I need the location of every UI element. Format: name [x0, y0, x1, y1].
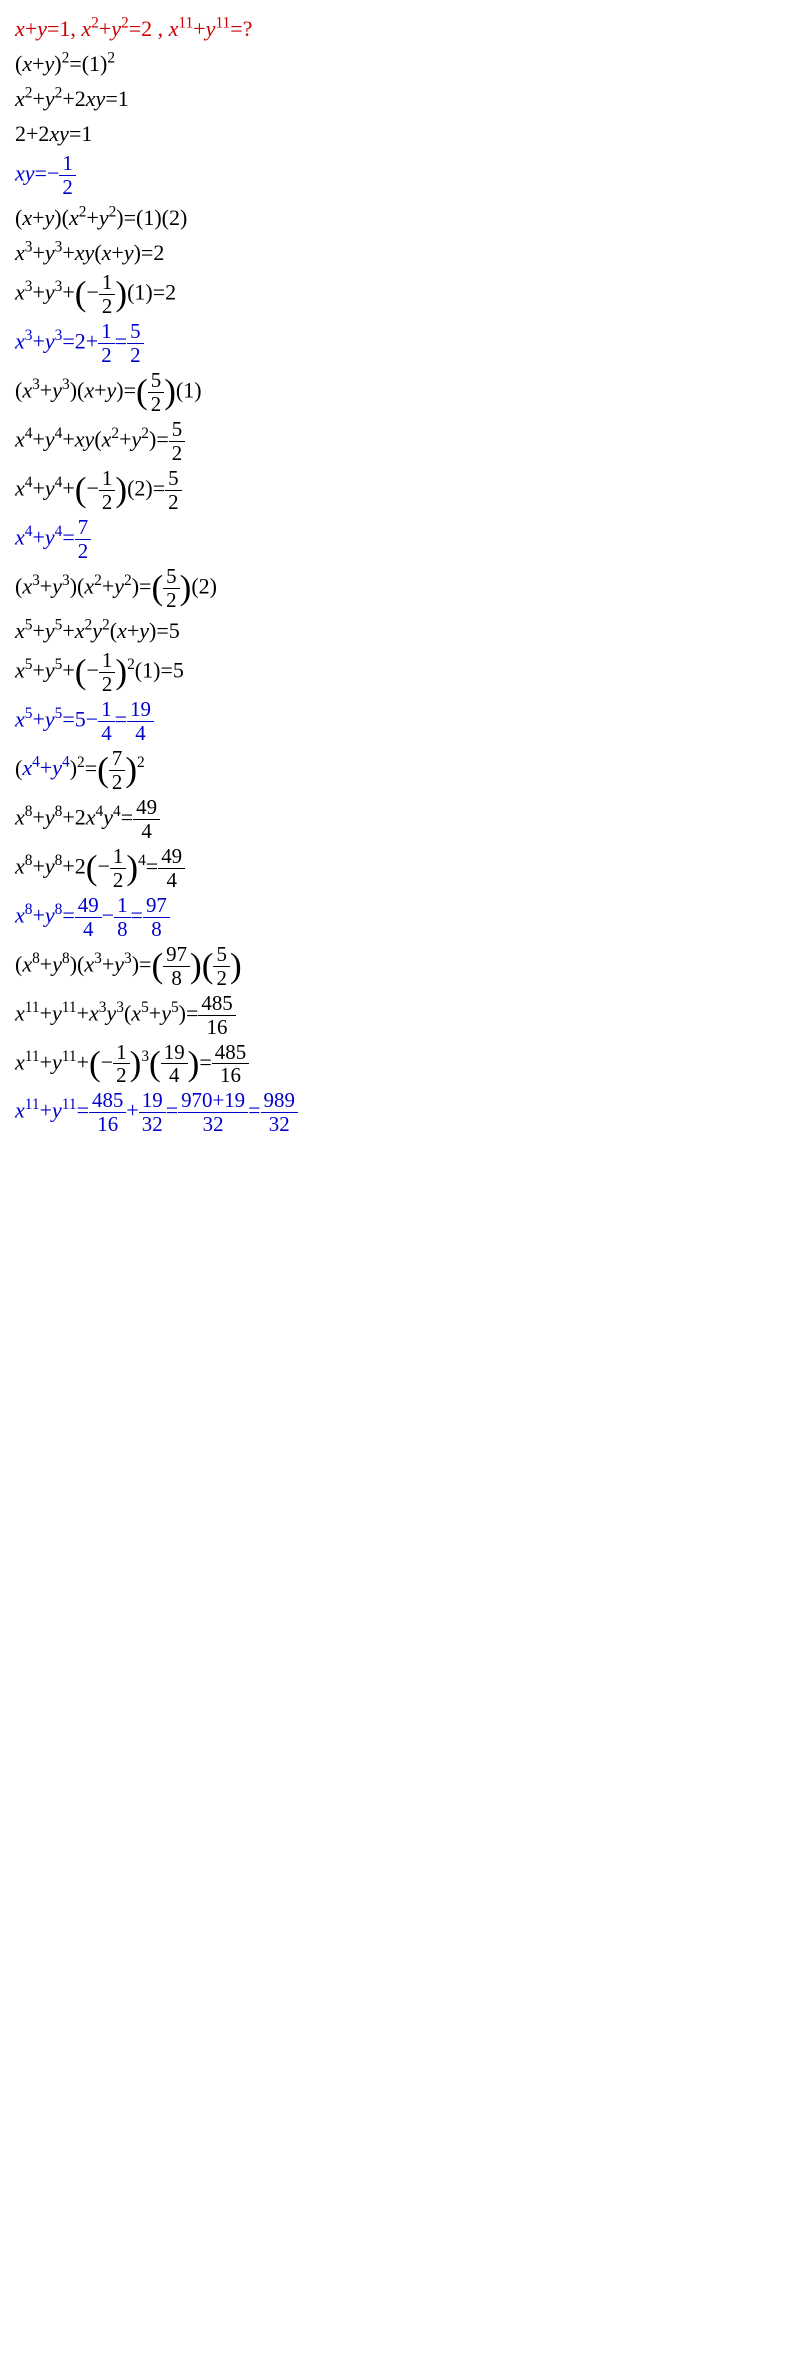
- equation-line: (x3+y3)(x+y)=(52)(1): [15, 369, 785, 416]
- equation-line: x5+y5+x2y2(x+y)=5: [15, 614, 785, 647]
- equation-line: (x3+y3)(x2+y2)=(52)(2): [15, 565, 785, 612]
- equation-line: (x8+y8)(x3+y3)=(978)(52): [15, 943, 785, 990]
- result-line: x5+y5=5−14=194: [15, 698, 785, 745]
- val: 2: [141, 16, 152, 41]
- equation-line: 2+2xy=1: [15, 117, 785, 150]
- equation-line: x8+y8+2x4y4=494: [15, 796, 785, 843]
- equation-line: x11+y11+x3y3(x5+y5)=48516: [15, 992, 785, 1039]
- equation-line: x11+y11+(−12)3(194)=48516: [15, 1041, 785, 1088]
- equation-line: x4+y4+(−12)(2)=52: [15, 467, 785, 514]
- result-line: x3+y3=2+12=52: [15, 320, 785, 367]
- result-line: x4+y4=72: [15, 516, 785, 563]
- result-line: x8+y8=494−18=978: [15, 894, 785, 941]
- equation-line: (x4+y4)2=(72)2: [15, 747, 785, 794]
- equation-line: x8+y8+2(−12)4=494: [15, 845, 785, 892]
- equation-line: x5+y5+(−12)2(1)=5: [15, 649, 785, 696]
- equation-line: (x+y)2=(1)2: [15, 47, 785, 80]
- val: 1: [59, 16, 70, 41]
- equation-line: x3+y3+xy(x+y)=2: [15, 236, 785, 269]
- result-line: xy=−12: [15, 152, 785, 199]
- equation-line: x2+y2+2xy=1: [15, 82, 785, 115]
- equation-line: (x+y)(x2+y2)=(1)(2): [15, 201, 785, 234]
- final-result: x11+y11=48516+1932=970+1932=98932: [15, 1089, 785, 1136]
- problem-statement: x+y=1, x2+y2=2 , x11+y11=?: [15, 12, 785, 45]
- equation-line: x3+y3+(−12)(1)=2: [15, 271, 785, 318]
- equation-line: x4+y4+xy(x2+y2)=52: [15, 418, 785, 465]
